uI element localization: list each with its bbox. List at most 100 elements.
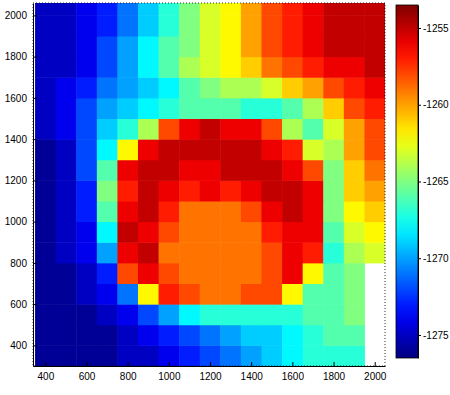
heat-cell: [179, 325, 200, 346]
heat-cell: [241, 284, 262, 305]
heat-cell: [56, 57, 77, 78]
heat-cell: [76, 325, 97, 346]
heat-cell: [159, 160, 180, 181]
heat-cell: [241, 3, 262, 16]
heat-cell: [179, 304, 200, 325]
x-tick-mark: [292, 362, 293, 366]
heat-cell: [76, 98, 97, 119]
x-tick-label: 2000: [364, 371, 387, 382]
x-tick: 600: [79, 362, 96, 382]
y-tick-label: 1400: [5, 134, 28, 145]
heat-cell: [323, 242, 344, 263]
y-tick: 2000: [5, 10, 37, 21]
heat-cell: [159, 284, 180, 305]
heat-cell: [282, 222, 303, 243]
heat-cell: [76, 284, 97, 305]
heat-cell: [282, 119, 303, 140]
heat-cell: [261, 242, 282, 263]
heat-cell: [179, 242, 200, 263]
heat-cell: [138, 15, 159, 36]
heat-cell: [364, 201, 385, 222]
heat-cell: [241, 15, 262, 36]
heat-cell: [179, 36, 200, 57]
heat-cell: [117, 242, 138, 263]
heat-cell: [261, 201, 282, 222]
colorbar-tick-label: -1275: [423, 330, 449, 341]
y-tick-mark: [33, 304, 37, 305]
heat-cell: [282, 201, 303, 222]
heat-cell: [159, 36, 180, 57]
heat-cell: [323, 139, 344, 160]
y-tick-label: 1800: [5, 51, 28, 62]
heat-cell: [261, 3, 282, 16]
x-tick-label: 600: [79, 371, 96, 382]
heat-cell: [303, 3, 324, 16]
heat-cell: [200, 57, 221, 78]
heat-cell: [344, 304, 365, 325]
heat-cell: [138, 304, 159, 325]
heat-cell: [76, 242, 97, 263]
heat-cell: [35, 242, 56, 263]
heat-cell: [200, 242, 221, 263]
heat-cell: [138, 98, 159, 119]
heat-cell: [323, 284, 344, 305]
heat-cell: [241, 201, 262, 222]
heat-cell: [97, 3, 118, 16]
heat-cell: [76, 345, 97, 366]
y-tick: 1000: [5, 216, 37, 227]
heat-cell: [282, 139, 303, 160]
heat-cell: [56, 242, 77, 263]
heat-cell: [117, 15, 138, 36]
x-axis: 400600800100012001400160018002000: [34, 362, 387, 382]
heat-cell: [159, 325, 180, 346]
heat-cell: [303, 284, 324, 305]
heat-cell: [179, 160, 200, 181]
heat-cell: [364, 77, 385, 98]
heat-cell: [159, 57, 180, 78]
y-tick-label: 600: [10, 299, 27, 310]
heat-cell: [179, 263, 200, 284]
heat-cell: [138, 77, 159, 98]
heat-cell: [35, 201, 56, 222]
heat-cell: [220, 57, 241, 78]
heat-cell: [117, 201, 138, 222]
heat-cell: [117, 57, 138, 78]
heat-cell: [220, 98, 241, 119]
colorbar-tick-mark: [418, 335, 421, 336]
heat-cell: [303, 119, 324, 140]
heat-cell: [56, 284, 77, 305]
heat-cell: [200, 180, 221, 201]
heat-cell: [220, 304, 241, 325]
heat-cell: [364, 3, 385, 16]
heat-cell: [303, 201, 324, 222]
heatmap-cells: [35, 3, 385, 366]
heat-cell: [117, 345, 138, 366]
heat-cell: [35, 98, 56, 119]
heat-cell: [76, 263, 97, 284]
heat-cell: [282, 180, 303, 201]
heat-cell: [76, 160, 97, 181]
heat-cell: [117, 160, 138, 181]
heat-cell: [261, 57, 282, 78]
heat-cell: [159, 180, 180, 201]
heat-cell: [179, 3, 200, 16]
heat-cell: [138, 119, 159, 140]
heat-cell: [303, 222, 324, 243]
heat-cell: [344, 119, 365, 140]
heat-cell: [97, 36, 118, 57]
heat-cell: [117, 284, 138, 305]
colorbar-tick: -1255: [418, 23, 449, 34]
heat-cell: [97, 57, 118, 78]
heat-cell: [261, 345, 282, 366]
y-tick: 1600: [5, 93, 37, 104]
heat-cell: [364, 242, 385, 263]
heat-cell: [303, 77, 324, 98]
heat-cell: [97, 201, 118, 222]
heat-cell: [56, 180, 77, 201]
heat-cell: [179, 139, 200, 160]
heat-cell: [159, 222, 180, 243]
heat-cell: [35, 160, 56, 181]
heat-cell: [200, 160, 221, 181]
heat-cell: [282, 345, 303, 366]
heat-cell: [117, 119, 138, 140]
